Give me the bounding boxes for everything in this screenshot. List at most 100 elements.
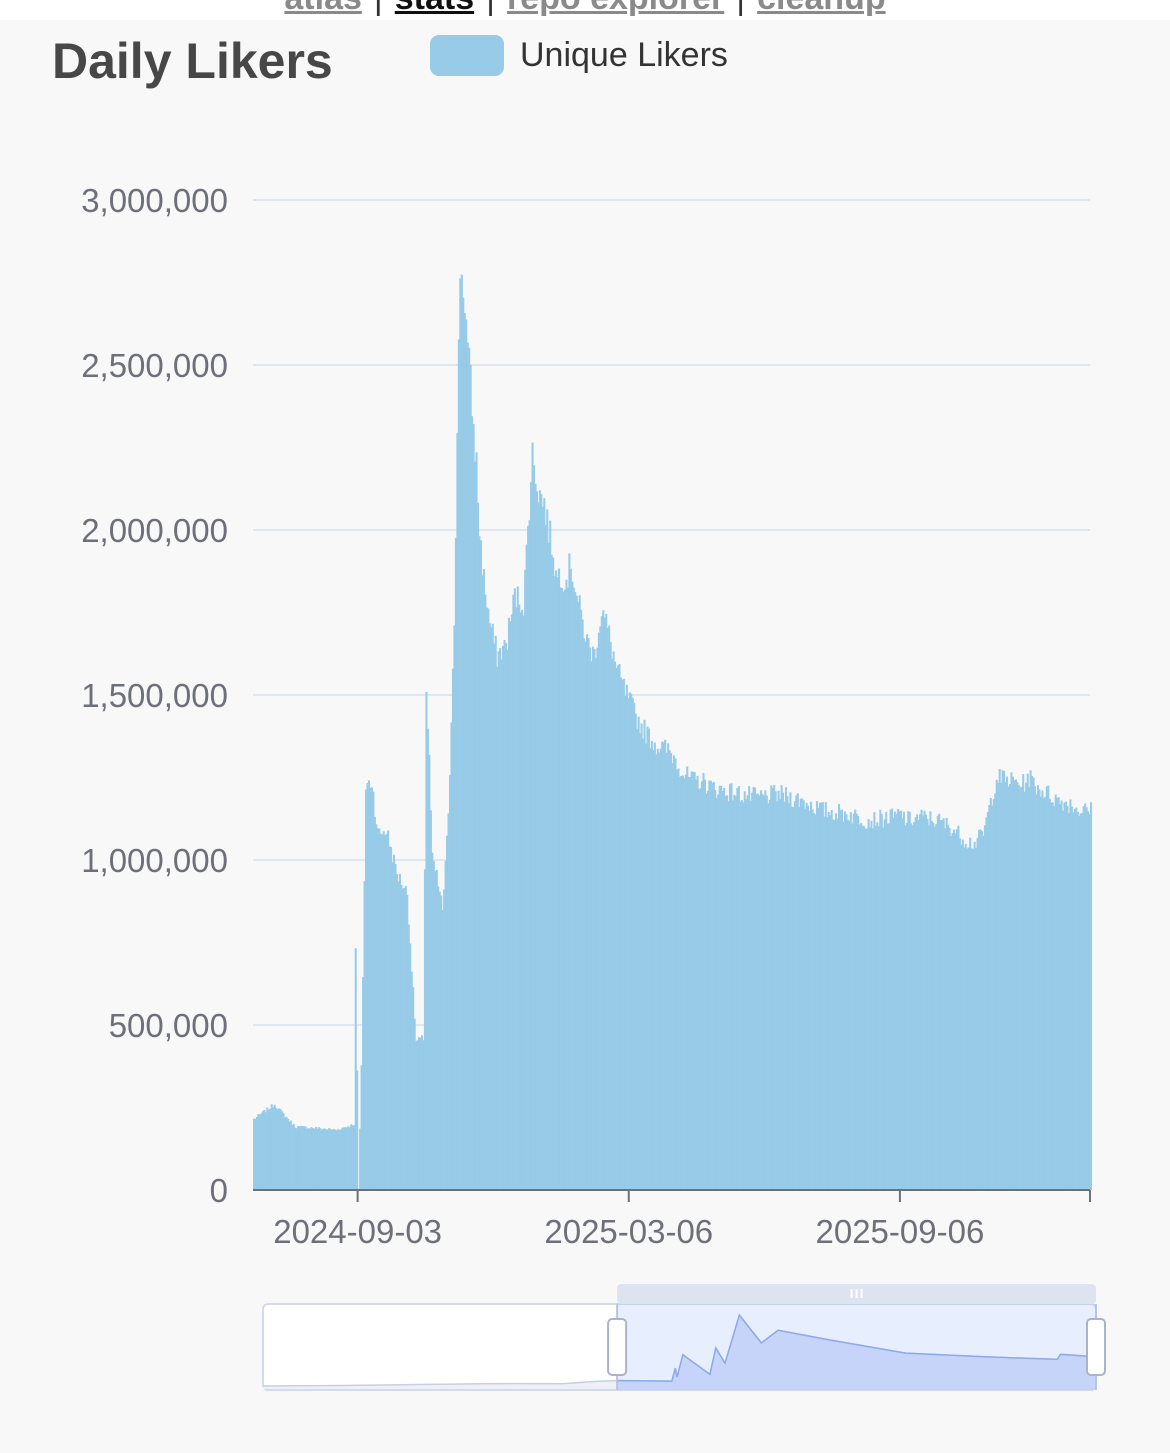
bar[interactable] — [936, 815, 939, 1190]
bar[interactable] — [826, 816, 829, 1190]
bar[interactable] — [621, 679, 624, 1190]
bar[interactable] — [392, 854, 396, 1190]
bar[interactable] — [730, 783, 733, 1190]
bar[interactable] — [1031, 776, 1034, 1190]
bar[interactable] — [466, 342, 469, 1190]
bar[interactable] — [322, 1128, 325, 1190]
bar[interactable] — [653, 742, 656, 1190]
bar[interactable] — [727, 801, 730, 1190]
bar[interactable] — [264, 1112, 267, 1190]
bar[interactable] — [866, 828, 869, 1190]
bar[interactable] — [404, 886, 407, 1190]
bar[interactable] — [930, 821, 933, 1190]
bar[interactable] — [451, 668, 454, 1190]
bar[interactable] — [502, 645, 505, 1190]
bar[interactable] — [659, 748, 662, 1190]
bar[interactable] — [1010, 772, 1013, 1190]
bar[interactable] — [364, 789, 368, 1190]
bar[interactable] — [818, 802, 821, 1190]
bar[interactable] — [283, 1117, 287, 1190]
bar[interactable] — [840, 809, 844, 1190]
bar[interactable] — [708, 780, 711, 1190]
bar[interactable] — [639, 733, 642, 1190]
bar[interactable] — [982, 835, 985, 1190]
bar[interactable] — [1001, 770, 1004, 1190]
bar[interactable] — [1008, 784, 1012, 1190]
bar[interactable] — [895, 813, 898, 1190]
bar[interactable] — [655, 754, 658, 1191]
bar[interactable] — [269, 1108, 272, 1190]
bar[interactable] — [926, 818, 929, 1190]
bar[interactable] — [600, 616, 603, 1190]
bar[interactable] — [787, 803, 790, 1190]
bar[interactable] — [581, 619, 584, 1190]
bar[interactable] — [559, 587, 562, 1190]
bar[interactable] — [618, 664, 621, 1190]
bar[interactable] — [547, 542, 550, 1190]
bar[interactable] — [876, 822, 879, 1190]
bar[interactable] — [1062, 810, 1065, 1190]
bar[interactable] — [849, 812, 852, 1190]
bar[interactable] — [518, 604, 521, 1190]
bar[interactable] — [1057, 797, 1060, 1190]
bar[interactable] — [846, 819, 849, 1190]
bar[interactable] — [549, 520, 552, 1190]
bar[interactable] — [898, 811, 901, 1190]
bar[interactable] — [656, 748, 659, 1190]
bar[interactable] — [815, 801, 818, 1190]
bar[interactable] — [1035, 794, 1038, 1190]
bar[interactable] — [734, 796, 737, 1190]
bar[interactable] — [488, 623, 491, 1190]
bar[interactable] — [500, 659, 503, 1190]
bar[interactable] — [1047, 785, 1050, 1190]
bar[interactable] — [472, 424, 475, 1190]
bar[interactable] — [1013, 780, 1016, 1190]
bar[interactable] — [522, 615, 525, 1190]
bar[interactable] — [771, 787, 774, 1190]
bar[interactable] — [535, 491, 538, 1190]
bar[interactable] — [1081, 812, 1084, 1190]
bar[interactable] — [540, 494, 543, 1190]
bar[interactable] — [584, 641, 587, 1190]
bar[interactable] — [749, 800, 752, 1190]
bar[interactable] — [942, 818, 945, 1190]
bar[interactable] — [400, 884, 403, 1190]
bar[interactable] — [908, 811, 911, 1190]
bar[interactable] — [1085, 807, 1088, 1190]
bar[interactable] — [661, 741, 664, 1190]
bar[interactable] — [961, 839, 964, 1190]
bar[interactable] — [998, 768, 1001, 1190]
bar[interactable] — [1025, 782, 1028, 1190]
bar[interactable] — [854, 809, 857, 1190]
bar[interactable] — [952, 829, 956, 1190]
bar[interactable] — [924, 814, 928, 1190]
bar[interactable] — [370, 787, 373, 1190]
bar[interactable] — [1045, 786, 1048, 1190]
bar[interactable] — [770, 785, 773, 1190]
bar[interactable] — [1042, 798, 1045, 1190]
bar[interactable] — [519, 612, 522, 1190]
bar[interactable] — [532, 465, 536, 1191]
bar[interactable] — [603, 617, 606, 1190]
bar[interactable] — [1017, 785, 1020, 1190]
bar[interactable] — [432, 860, 435, 1190]
bar[interactable] — [1078, 815, 1081, 1190]
bar[interactable] — [957, 825, 960, 1190]
bar[interactable] — [646, 726, 649, 1190]
bar[interactable] — [382, 831, 385, 1190]
bar[interactable] — [681, 775, 684, 1190]
bar[interactable] — [702, 772, 705, 1190]
bar[interactable] — [426, 728, 429, 1190]
bar[interactable] — [373, 816, 376, 1190]
bar[interactable] — [403, 888, 406, 1190]
bar[interactable] — [521, 609, 524, 1190]
bar[interactable] — [933, 826, 936, 1190]
bar[interactable] — [670, 752, 673, 1190]
bar[interactable] — [796, 793, 799, 1190]
bar[interactable] — [894, 811, 897, 1190]
bar[interactable] — [474, 461, 477, 1190]
bar[interactable] — [571, 581, 574, 1190]
bar[interactable] — [668, 750, 671, 1190]
bar[interactable] — [344, 1127, 347, 1190]
bar[interactable] — [425, 691, 428, 1190]
